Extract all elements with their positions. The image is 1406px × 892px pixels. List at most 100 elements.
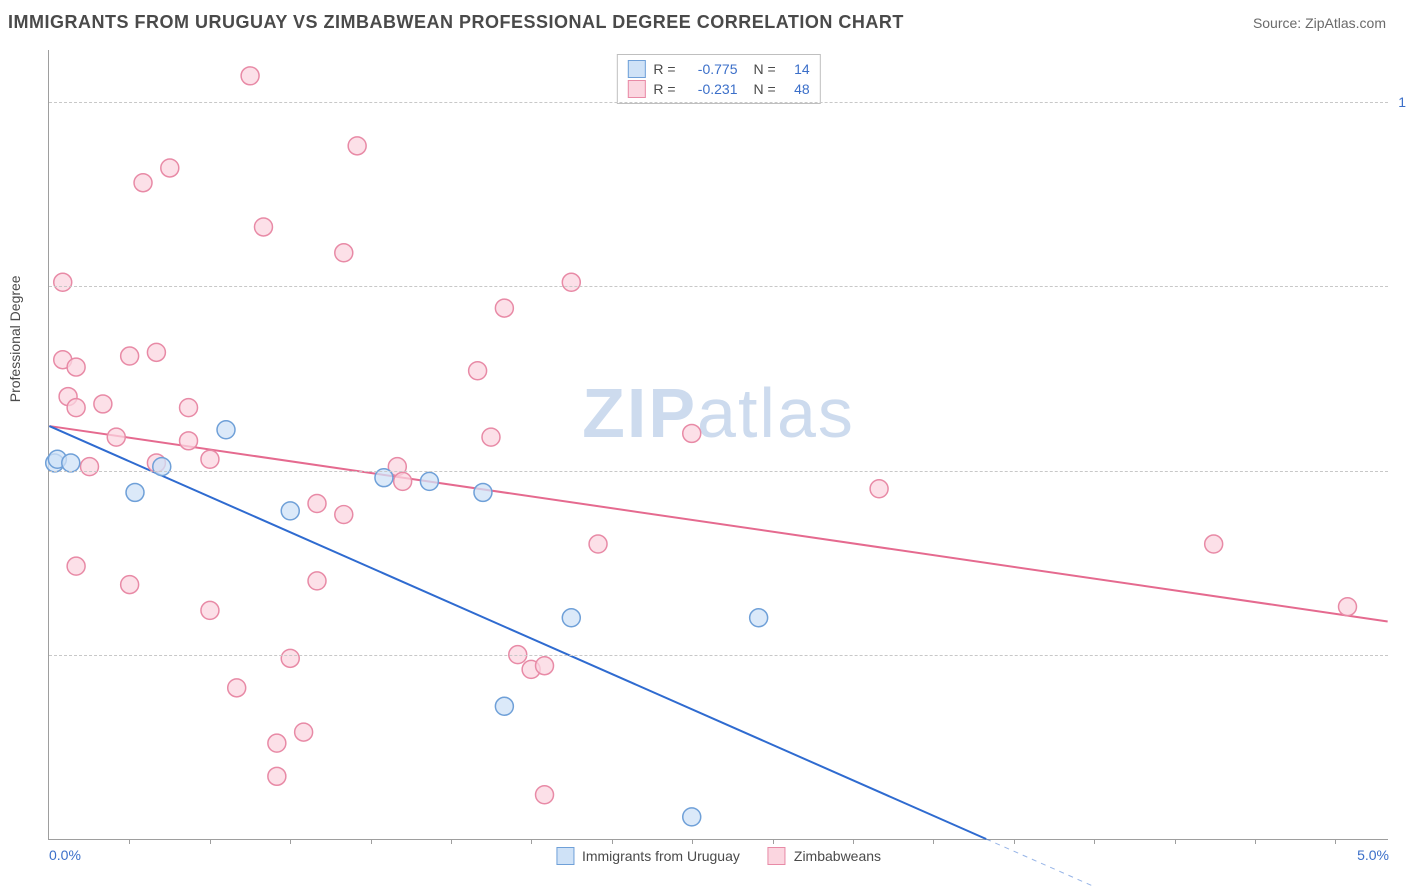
x-tick [451,839,452,844]
scatter-point [180,399,198,417]
x-tick [1255,839,1256,844]
legend-swatch [627,60,645,78]
scatter-point [217,421,235,439]
scatter-point [161,159,179,177]
scatter-point [268,734,286,752]
x-tick-label: 5.0% [1357,847,1389,863]
r-label: R = [653,81,675,97]
scatter-point [107,428,125,446]
source-label: Source: ZipAtlas.com [1253,15,1386,31]
x-tick [1014,839,1015,844]
page-title: IMMIGRANTS FROM URUGUAY VS ZIMBABWEAN PR… [8,12,904,33]
gridline [49,655,1388,656]
scatter-point [495,299,513,317]
scatter-point [67,358,85,376]
scatter-point [469,362,487,380]
scatter-point [335,244,353,262]
scatter-point [750,609,768,627]
scatter-point [1205,535,1223,553]
n-label: N = [754,81,776,97]
scatter-point [295,723,313,741]
scatter-point [201,450,219,468]
y-tick-label: 2.5% [1394,647,1406,663]
scatter-point [420,472,438,490]
series-legend-label: Zimbabweans [794,848,881,864]
correlation-legend: R = -0.775 N = 14 R = -0.231 N = 48 [616,54,820,104]
scatter-plot [49,50,1388,839]
n-value: 48 [784,81,810,97]
scatter-point [683,424,701,442]
x-tick [290,839,291,844]
scatter-point [201,601,219,619]
x-tick [853,839,854,844]
scatter-point [394,472,412,490]
y-tick-label: 7.5% [1394,278,1406,294]
series-legend-label: Immigrants from Uruguay [582,848,740,864]
x-tick [692,839,693,844]
y-tick-label: 5.0% [1394,463,1406,479]
scatter-point [281,502,299,520]
series-legend: Immigrants from Uruguay Zimbabweans [556,847,881,865]
x-tick [531,839,532,844]
scatter-point [81,458,99,476]
y-axis-label: Professional Degree [7,275,23,402]
scatter-point [536,657,554,675]
x-tick [210,839,211,844]
correlation-legend-row: R = -0.231 N = 48 [627,79,809,99]
scatter-point [228,679,246,697]
x-tick [1094,839,1095,844]
n-value: 14 [784,61,810,77]
scatter-point [1339,598,1357,616]
scatter-point [495,697,513,715]
scatter-point [562,609,580,627]
scatter-point [180,432,198,450]
scatter-point [268,767,286,785]
scatter-point [121,347,139,365]
scatter-point [126,483,144,501]
x-tick-label: 0.0% [49,847,81,863]
r-value: -0.231 [684,81,738,97]
legend-swatch [556,847,574,865]
scatter-point [870,480,888,498]
series-legend-item: Immigrants from Uruguay [556,847,740,865]
regression-line [49,426,986,839]
r-label: R = [653,61,675,77]
legend-swatch [768,847,786,865]
scatter-point [121,576,139,594]
scatter-point [281,649,299,667]
scatter-point [254,218,272,236]
scatter-point [589,535,607,553]
scatter-point [67,557,85,575]
scatter-point [308,495,326,513]
scatter-point [153,458,171,476]
correlation-legend-row: R =-0.775N =14 [627,59,809,79]
x-tick [612,839,613,844]
gridline [49,286,1388,287]
y-tick-label: 10.0% [1394,94,1406,110]
header-bar: IMMIGRANTS FROM URUGUAY VS ZIMBABWEAN PR… [0,0,1406,41]
scatter-point [482,428,500,446]
scatter-point [474,483,492,501]
regression-line [49,426,1387,621]
scatter-point [147,343,165,361]
gridline [49,102,1388,103]
scatter-point [94,395,112,413]
scatter-point [683,808,701,826]
x-tick [129,839,130,844]
scatter-point [54,273,72,291]
scatter-point [67,399,85,417]
scatter-point [62,454,80,472]
scatter-point [348,137,366,155]
r-value: -0.775 [684,61,738,77]
scatter-point [562,273,580,291]
legend-swatch [627,80,645,98]
x-tick [1335,839,1336,844]
scatter-point [335,506,353,524]
gridline [49,471,1388,472]
series-legend-item: Zimbabweans [768,847,881,865]
scatter-point [536,786,554,804]
x-tick [1175,839,1176,844]
scatter-point [308,572,326,590]
scatter-point [241,67,259,85]
x-tick [371,839,372,844]
